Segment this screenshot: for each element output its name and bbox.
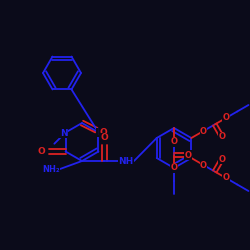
- Text: NH: NH: [118, 156, 134, 166]
- Text: O: O: [218, 155, 225, 164]
- Text: O: O: [38, 147, 46, 156]
- Text: O: O: [170, 164, 177, 172]
- Text: O: O: [222, 114, 230, 122]
- Text: O: O: [218, 132, 225, 141]
- Text: O: O: [200, 160, 207, 170]
- Text: O: O: [222, 174, 230, 182]
- Text: NH₂: NH₂: [42, 166, 60, 174]
- Text: O: O: [170, 138, 177, 146]
- Text: O: O: [200, 126, 207, 136]
- Text: N: N: [60, 129, 67, 138]
- Text: O: O: [100, 128, 107, 137]
- Text: O: O: [184, 150, 192, 160]
- Text: O: O: [100, 134, 108, 142]
- Text: N: N: [97, 128, 104, 137]
